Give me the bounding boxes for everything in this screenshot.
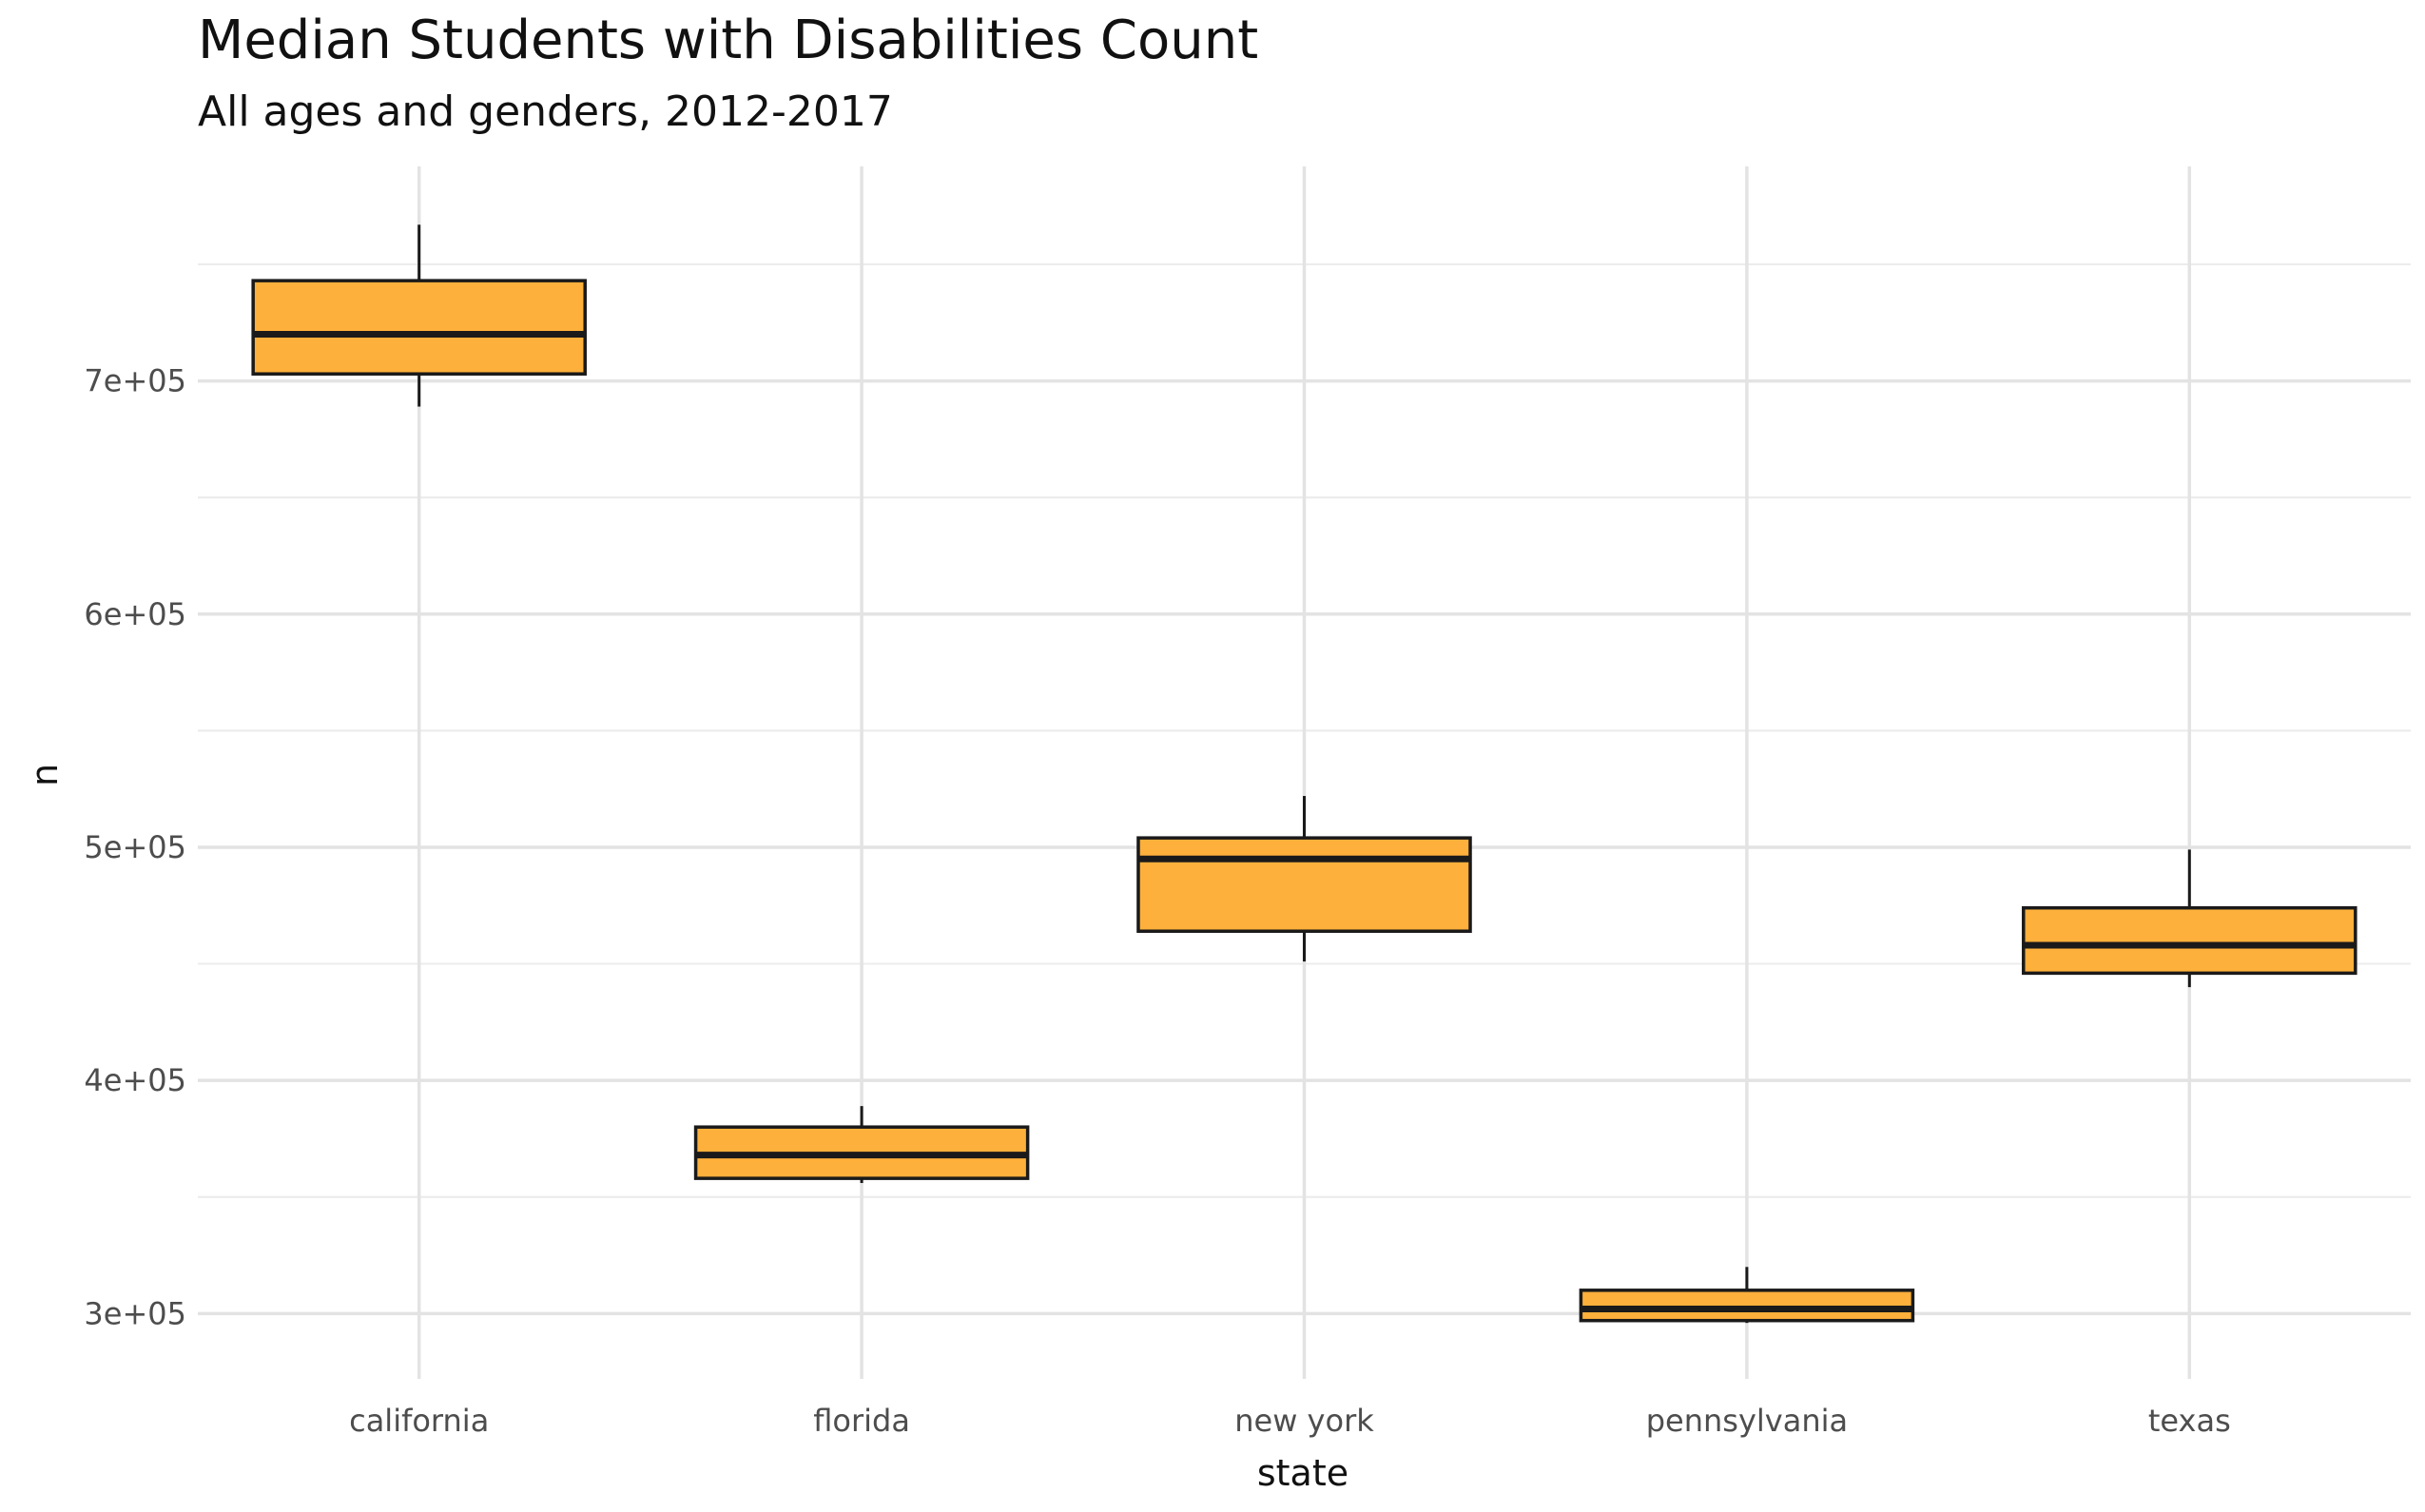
box-california (251, 224, 587, 407)
x-axis-title: state (1257, 1452, 1348, 1494)
box-iqr (2022, 905, 2357, 976)
chart-title: Median Students with Disabilities Count (198, 10, 1259, 71)
x-tick-label: pennsylvania (1646, 1403, 1848, 1439)
box-florida (693, 1106, 1030, 1184)
y-tick-label: 7e+05 (84, 363, 186, 399)
chart-subtitle: All ages and genders, 2012-2017 (198, 87, 893, 136)
y-axis-title: n (24, 764, 66, 786)
box-texas (2022, 849, 2357, 988)
box-iqr (1136, 836, 1472, 933)
box-series (251, 224, 2357, 1324)
box-pennsylvania (1579, 1267, 1915, 1324)
x-tick-label: florida (813, 1403, 910, 1439)
x-tick-label: new york (1234, 1403, 1374, 1439)
y-tick-label: 4e+05 (84, 1062, 186, 1098)
y-axis-ticks: 3e+05 4e+05 5e+05 6e+05 7e+05 (84, 363, 186, 1332)
x-tick-label: texas (2148, 1403, 2231, 1439)
box-iqr (1579, 1289, 1915, 1323)
box-iqr (251, 279, 587, 376)
box-new-york (1136, 796, 1472, 962)
x-axis-ticks: california florida new york pennsylvania tex… (349, 1403, 2231, 1439)
x-tick-label: california (349, 1403, 489, 1439)
y-tick-label: 6e+05 (84, 596, 186, 632)
y-tick-label: 3e+05 (84, 1295, 186, 1331)
y-tick-label: 5e+05 (84, 829, 186, 865)
